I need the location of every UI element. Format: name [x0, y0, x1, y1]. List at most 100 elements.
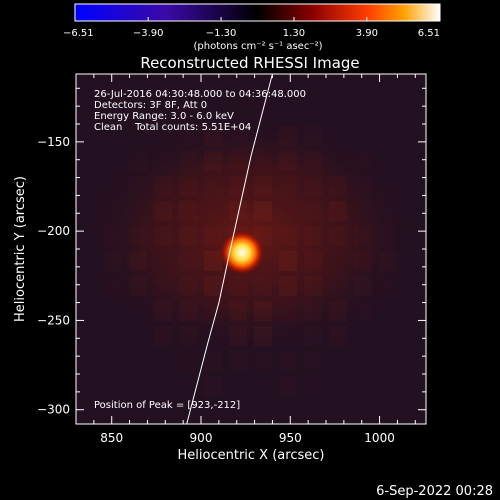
- artifact-cell: [354, 251, 372, 271]
- artifact-cell: [329, 201, 347, 221]
- artifact-cell: [179, 326, 197, 346]
- solar-limb-line: [186, 74, 273, 424]
- artifact-cell: [254, 351, 272, 371]
- artifact-cell: [104, 251, 122, 271]
- artifact-cell: [254, 176, 272, 196]
- artifact-cell: [329, 276, 347, 296]
- artifact-cell: [304, 251, 322, 271]
- artifact-cell: [304, 351, 322, 371]
- artifact-cell: [179, 151, 197, 171]
- peak-source: [220, 230, 265, 275]
- colorbar-gradient: [75, 4, 440, 21]
- artifact-cell: [354, 176, 372, 196]
- artifact-cell: [229, 276, 247, 296]
- artifact-cell: [229, 176, 247, 196]
- artifact-cell: [154, 326, 172, 346]
- artifact-cell: [304, 376, 322, 396]
- artifact-cell: [129, 251, 147, 271]
- artifact-cell: [204, 226, 222, 246]
- x-axis-label: Heliocentric X (arcsec): [178, 448, 325, 463]
- artifact-cell: [354, 151, 372, 171]
- artifact-cell: [129, 176, 147, 196]
- annotation-time-range: 26-Jul-2016 04:30:48.000 to 04:36:48.000: [94, 89, 306, 100]
- annotation-energy-range: Energy Range: 3.0 - 6.0 keV: [94, 111, 234, 122]
- artifact-cell: [279, 151, 297, 171]
- artifact-cell: [204, 176, 222, 196]
- artifact-cell: [179, 176, 197, 196]
- artifact-cell: [179, 251, 197, 271]
- artifact-cell: [204, 126, 222, 146]
- axis-ticks: [76, 74, 426, 424]
- artifact-cell: [279, 176, 297, 196]
- y-axis-label: Heliocentric Y (arcsec): [13, 176, 28, 322]
- artifact-cell: [179, 201, 197, 221]
- colorbar-tick-label: 1.30: [283, 28, 305, 39]
- colorbar-tick-label: 6.51: [418, 28, 440, 39]
- artifact-cell: [329, 301, 347, 321]
- x-tick-label: 950: [279, 431, 302, 445]
- artifact-cell: [104, 276, 122, 296]
- artifact-cell: [304, 176, 322, 196]
- x-tick-label: 1000: [364, 431, 395, 445]
- y-tick-label: −200: [37, 224, 70, 238]
- artifact-cell: [154, 176, 172, 196]
- y-tick-label: −300: [37, 403, 70, 417]
- artifact-cell: [229, 301, 247, 321]
- artifact-cell: [279, 226, 297, 246]
- artifact-cell: [204, 376, 222, 396]
- artifact-cell: [279, 251, 297, 271]
- artifact-cell: [279, 276, 297, 296]
- artifact-cell: [304, 326, 322, 346]
- artifact-cell: [304, 201, 322, 221]
- artifact-cell: [329, 351, 347, 371]
- chart-title: Reconstructed RHESSI Image: [140, 54, 359, 72]
- artifact-cell: [304, 301, 322, 321]
- artifact-cell: [229, 326, 247, 346]
- colorbar-tick-label: −6.51: [63, 28, 94, 39]
- artifact-cell: [379, 251, 397, 271]
- artifact-cell: [179, 226, 197, 246]
- artifact-cell: [279, 301, 297, 321]
- artifact-cell: [304, 226, 322, 246]
- footer-timestamp: 6-Sep-2022 00:28: [376, 484, 493, 499]
- colorbar-ticks: [74, 17, 441, 21]
- artifact-cell: [254, 301, 272, 321]
- artifact-cell: [329, 226, 347, 246]
- y-tick-labels: −150 −200 −250 −300: [37, 135, 70, 417]
- artifact-cell: [204, 301, 222, 321]
- artifact-cell: [254, 201, 272, 221]
- artifact-cell: [379, 226, 397, 246]
- artifact-cell: [279, 376, 297, 396]
- peak-position-label: Position of Peak = [923,-212]: [94, 400, 240, 411]
- colorbar-units: (photons cm⁻² s⁻¹ asec⁻²): [193, 41, 322, 52]
- artifact-cell: [354, 226, 372, 246]
- x-tick-label: 850: [100, 431, 123, 445]
- artifact-cell: [179, 276, 197, 296]
- x-tick-labels: 850 900 950 1000: [100, 431, 395, 445]
- colorbar-frame: [74, 3, 441, 22]
- artifact-cell: [229, 151, 247, 171]
- artifact-cell: [204, 351, 222, 371]
- artifact-cell: [304, 126, 322, 146]
- annotation-clean-counts: Clean Total counts: 5.51E+04: [94, 122, 251, 133]
- artifact-cell: [104, 226, 122, 246]
- artifact-cell: [329, 176, 347, 196]
- colorbar-tick-label: −3.90: [133, 28, 164, 39]
- artifact-cell: [354, 301, 372, 321]
- artifact-cell: [279, 126, 297, 146]
- artifact-cell: [229, 201, 247, 221]
- artifact-cell: [254, 276, 272, 296]
- artifact-cell: [179, 301, 197, 321]
- y-tick-label: −250: [37, 313, 70, 327]
- y-tick-label: −150: [37, 135, 70, 149]
- artifact-cell: [254, 151, 272, 171]
- artifact-cell: [154, 226, 172, 246]
- artifact-cell: [304, 151, 322, 171]
- artifact-cell: [204, 251, 222, 271]
- artifact-cell: [154, 201, 172, 221]
- artifact-cell: [154, 276, 172, 296]
- colorbar-tick-labels: −6.51 −3.90 −1.30 1.30 3.90 6.51: [63, 28, 440, 39]
- artifact-cell: [379, 276, 397, 296]
- artifact-cell: [129, 276, 147, 296]
